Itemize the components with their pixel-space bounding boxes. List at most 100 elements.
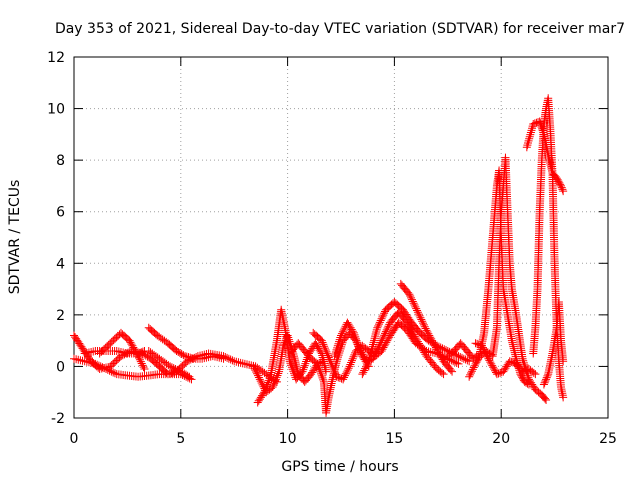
- data-point-marker: [518, 367, 527, 376]
- data-point-marker: [358, 350, 367, 359]
- data-point-marker: [398, 305, 407, 314]
- data-point-marker: [230, 357, 239, 366]
- data-point-marker: [378, 334, 387, 343]
- data-point-marker: [217, 354, 226, 363]
- data-point-marker: [454, 359, 463, 368]
- data-point-marker: [302, 357, 311, 366]
- data-point-marker: [299, 365, 308, 374]
- data-point-marker: [314, 361, 323, 370]
- data-point-marker: [74, 355, 83, 364]
- data-point-marker: [406, 292, 415, 301]
- data-point-marker: [143, 352, 152, 361]
- data-point-marker: [420, 322, 429, 331]
- data-point-marker: [95, 365, 104, 374]
- data-point-marker: [559, 357, 568, 366]
- data-point-marker: [402, 310, 411, 319]
- data-point-marker: [376, 316, 385, 325]
- data-point-marker: [372, 325, 381, 334]
- data-point-marker: [351, 334, 360, 343]
- data-point-marker: [449, 357, 458, 366]
- data-point-marker: [542, 395, 551, 404]
- data-point-marker: [412, 304, 421, 313]
- data-point-marker: [372, 347, 381, 356]
- data-point-marker: [330, 352, 339, 361]
- data-point-marker: [422, 326, 431, 335]
- data-point-marker: [430, 340, 439, 349]
- data-point-marker: [350, 350, 359, 359]
- data-point-marker: [259, 389, 268, 398]
- data-point-marker: [110, 369, 119, 378]
- data-point-marker: [240, 359, 249, 368]
- data-point-marker: [410, 332, 419, 341]
- data-point-marker: [73, 336, 82, 345]
- data-point-marker: [314, 363, 323, 372]
- data-point-marker: [528, 124, 537, 133]
- data-point-marker: [116, 347, 125, 356]
- data-point-marker: [474, 340, 483, 349]
- data-point-marker: [327, 359, 336, 368]
- data-point-marker: [204, 353, 213, 362]
- data-point-marker: [404, 288, 413, 297]
- data-point-marker: [289, 367, 298, 376]
- data-point-marker: [316, 367, 325, 376]
- data-point-marker: [178, 368, 187, 377]
- data-point-marker: [536, 119, 545, 128]
- data-point-marker: [391, 323, 400, 332]
- data-point-marker: [343, 318, 352, 327]
- data-point-marker: [301, 359, 310, 368]
- y-tick-label: 0: [56, 359, 65, 375]
- x-tick-label: 25: [599, 431, 617, 447]
- data-point-marker: [262, 382, 271, 391]
- data-point-marker: [346, 360, 355, 369]
- data-point-marker: [134, 353, 143, 362]
- data-point-marker: [385, 320, 394, 329]
- data-point-marker: [334, 339, 343, 348]
- data-point-marker: [343, 366, 352, 375]
- data-point-marker: [264, 376, 273, 385]
- data-point-marker: [419, 346, 428, 355]
- data-point-marker: [375, 318, 384, 327]
- y-tick-label: 10: [47, 102, 65, 118]
- data-point-marker: [557, 183, 566, 192]
- data-point-marker: [415, 311, 424, 320]
- data-point-marker: [344, 364, 353, 373]
- data-point-marker: [335, 374, 344, 383]
- data-point-marker: [102, 363, 111, 372]
- data-point-marker: [526, 130, 535, 139]
- data-point-marker: [186, 353, 195, 362]
- data-point-marker: [380, 331, 389, 340]
- data-point-marker: [473, 339, 482, 348]
- data-point-marker: [260, 388, 269, 397]
- data-point-marker: [350, 330, 359, 339]
- data-point-marker: [425, 331, 434, 340]
- data-point-marker: [413, 337, 422, 346]
- data-point-marker: [542, 375, 551, 384]
- data-point-marker: [356, 346, 365, 355]
- data-point-marker: [370, 336, 379, 345]
- data-point-marker: [535, 117, 544, 126]
- data-point-marker: [269, 381, 278, 390]
- data-point-marker: [543, 371, 552, 380]
- data-point-marker: [400, 307, 409, 316]
- data-point-marker: [208, 352, 217, 361]
- data-point-marker: [463, 356, 472, 365]
- data-point-marker: [328, 363, 337, 372]
- data-point-marker: [362, 362, 371, 371]
- data-point-marker: [480, 347, 489, 356]
- series-arc-16: [471, 339, 540, 379]
- series-arc-17: [529, 94, 568, 402]
- data-point-marker: [183, 371, 192, 380]
- data-point-marker: [319, 375, 328, 384]
- data-point-marker: [331, 368, 340, 377]
- series-arc-11: [330, 308, 448, 379]
- data-point-marker: [369, 340, 378, 349]
- data-point-marker: [363, 359, 372, 368]
- data-point-marker: [428, 336, 437, 345]
- data-point-marker: [308, 368, 317, 377]
- data-point-marker: [307, 346, 316, 355]
- data-point-marker: [461, 355, 470, 364]
- data-point-marker: [437, 368, 446, 377]
- data-point-marker: [84, 348, 93, 357]
- data-point-marker: [347, 325, 356, 334]
- data-point-marker: [341, 369, 350, 378]
